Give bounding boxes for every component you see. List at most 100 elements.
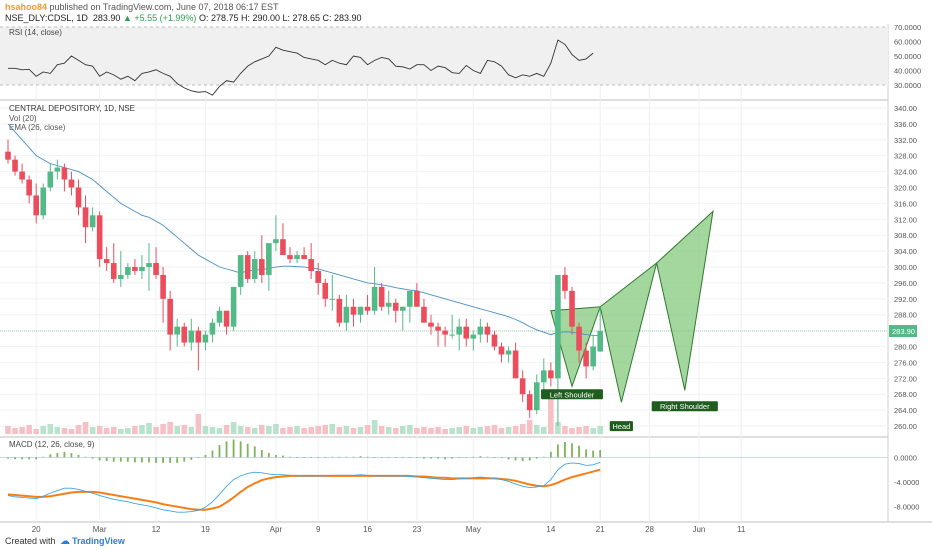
volume-bar <box>421 427 427 434</box>
macd-histogram-bar <box>246 443 249 458</box>
candle-body <box>26 179 32 196</box>
price-axis-label: 264.00 <box>894 406 917 415</box>
candle-body <box>273 239 279 244</box>
macd-histogram-bar <box>7 457 9 459</box>
volume-bar <box>125 428 131 434</box>
volume-bar <box>259 425 265 434</box>
candle-body <box>287 255 293 260</box>
price-axis-label: 340.00 <box>894 104 917 113</box>
volume-bar <box>26 425 32 434</box>
macd-histogram-bar <box>479 456 482 458</box>
macd-histogram-bar <box>303 457 305 458</box>
rsi-title: RSI (14, close) <box>9 28 62 37</box>
macd-histogram-bar <box>557 444 559 458</box>
candle-body <box>533 382 540 411</box>
candle-body <box>421 306 427 323</box>
macd-histogram-bar <box>521 457 524 462</box>
volume-bar <box>68 429 75 434</box>
candle-body <box>259 259 265 275</box>
volume-bar <box>19 427 25 434</box>
candle-body <box>33 195 39 216</box>
candle-body <box>400 306 406 311</box>
macd-histogram-bar <box>535 457 538 459</box>
candle-body <box>576 326 582 351</box>
volume-bar <box>555 422 561 434</box>
volume-bar <box>378 426 385 434</box>
candle-body <box>322 282 329 299</box>
candle-body <box>364 306 371 311</box>
time-axis-label: 14 <box>546 525 555 534</box>
macd-histogram-bar <box>380 457 383 458</box>
author-link[interactable]: hsahoo84 <box>5 2 48 12</box>
price-axis-label: 268.00 <box>894 390 917 399</box>
volume-bar <box>33 429 39 434</box>
candle-body <box>294 255 300 260</box>
volume-bar <box>576 427 582 434</box>
volume-bar <box>583 426 589 434</box>
macd-histogram-bar <box>239 441 242 458</box>
volume-bar <box>428 428 434 434</box>
candle-body <box>435 326 441 331</box>
macd-histogram-bar <box>394 457 397 458</box>
candle-body <box>118 274 124 279</box>
candle-body <box>266 243 272 275</box>
volume-bar <box>301 428 307 434</box>
volume-bar <box>590 428 596 434</box>
macd-histogram-bar <box>225 441 228 458</box>
macd-histogram-bar <box>232 439 235 458</box>
candle-body <box>315 270 321 283</box>
last-price-badge <box>889 325 917 338</box>
candle-body <box>512 350 519 379</box>
candle-body <box>167 298 173 335</box>
macd-histogram-bar <box>134 457 136 463</box>
price-legend-item: EMA (26, close) <box>9 123 66 132</box>
volume-bar <box>477 427 484 434</box>
macd-histogram-bar <box>204 454 207 458</box>
candle-body <box>195 330 202 343</box>
price-axis-label: 332.00 <box>894 136 917 145</box>
macd-histogram-bar <box>338 456 341 458</box>
price-axis-label: 260.00 <box>894 422 917 431</box>
rsi-axis-label: 60.0000 <box>894 38 921 47</box>
macd-histogram-bar <box>21 457 23 460</box>
macd-histogram-bar <box>423 457 425 459</box>
candle-body <box>89 215 96 228</box>
macd-histogram-bar <box>260 450 263 458</box>
candle-body <box>40 187 47 216</box>
volume-bar <box>110 427 117 434</box>
time-axis-label: 9 <box>316 525 321 534</box>
candle-body <box>343 306 350 323</box>
volume-bar <box>266 426 272 434</box>
price-legend-item: Vol (20) <box>9 114 37 123</box>
macd-histogram-bar <box>126 457 129 462</box>
head-shoulders-triangle <box>656 210 714 391</box>
rsi-band <box>0 27 888 85</box>
time-axis-label: Apr <box>270 525 283 534</box>
macd-histogram-bar <box>56 453 59 458</box>
macd-histogram-bar <box>155 457 157 463</box>
volume-bar <box>442 429 448 434</box>
pattern-label-bg <box>651 401 718 412</box>
macd-histogram-bar <box>465 457 468 458</box>
macd-histogram-bar <box>514 457 517 461</box>
head-shoulders-triangle <box>599 261 658 403</box>
volume-bar <box>364 425 371 434</box>
candle-body <box>392 302 399 311</box>
footer-brand[interactable]: TradingView <box>72 536 125 546</box>
volume-bar <box>103 428 110 434</box>
ema-line <box>7 123 601 337</box>
macd-histogram-bar <box>592 450 595 458</box>
candle-body <box>103 259 110 264</box>
volume-bar <box>414 428 420 434</box>
volume-bar <box>392 428 399 434</box>
price-axis-label: 336.00 <box>894 120 917 129</box>
candle-body <box>301 255 307 260</box>
footer-created-with: Created with <box>5 536 56 546</box>
price-axis-label: 272.00 <box>894 374 917 383</box>
pattern-label: Right Shoulder <box>660 402 710 411</box>
macd-axis-label: -8.0000 <box>894 503 919 512</box>
macd-histogram-bar <box>190 457 193 460</box>
volume-bar <box>350 428 357 434</box>
macd-histogram-bar <box>275 454 277 458</box>
volume-bar <box>153 427 159 434</box>
